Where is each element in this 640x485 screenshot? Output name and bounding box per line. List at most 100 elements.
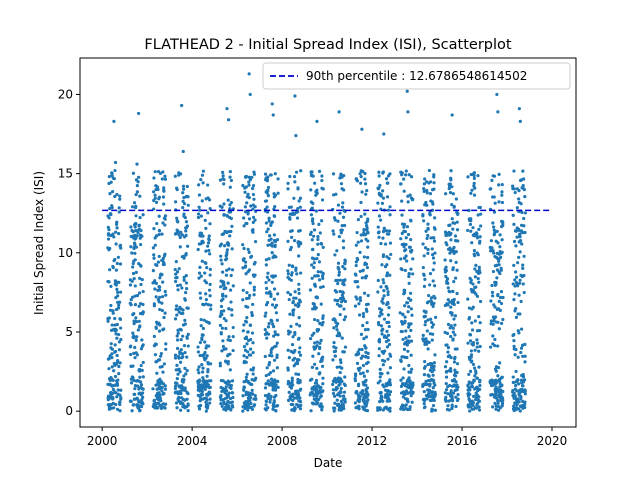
data-point [403, 268, 407, 273]
data-point [271, 255, 275, 260]
data-point [273, 386, 278, 390]
data-point [136, 328, 140, 332]
data-point [336, 265, 340, 270]
data-point [199, 324, 203, 328]
data-point [219, 258, 223, 262]
data-point [423, 177, 427, 181]
data-point [388, 213, 392, 217]
data-point [310, 263, 314, 267]
data-point [385, 396, 389, 400]
data-point [182, 254, 186, 258]
data-point [174, 368, 178, 372]
data-point [275, 379, 280, 383]
data-point [109, 303, 113, 308]
data-point [176, 284, 180, 288]
data-point [112, 369, 116, 373]
data-point [229, 273, 233, 278]
data-point [198, 265, 202, 269]
data-point [337, 270, 341, 274]
data-point [298, 205, 302, 209]
data-point [429, 296, 434, 300]
data-point [106, 233, 111, 237]
data-point [343, 267, 347, 271]
data-point [406, 400, 410, 404]
data-point [265, 331, 269, 335]
data-point [226, 241, 230, 245]
data-point [270, 220, 274, 224]
data-point [242, 354, 246, 358]
data-point [115, 395, 119, 399]
data-point [115, 261, 119, 266]
data-point [135, 184, 139, 188]
data-point [516, 312, 520, 316]
data-point [475, 345, 479, 349]
data-point [115, 226, 119, 230]
data-point [364, 221, 368, 225]
data-point [312, 257, 316, 261]
data-point [380, 329, 384, 333]
data-point [181, 405, 185, 409]
data-point [478, 383, 482, 388]
data-point [472, 252, 476, 256]
data-point [451, 338, 455, 342]
data-point [111, 264, 115, 269]
data-point [493, 264, 497, 268]
data-point [478, 321, 482, 325]
data-point [221, 292, 225, 296]
data-point [520, 230, 524, 234]
data-point [516, 261, 520, 265]
data-point [365, 409, 370, 413]
data-point [511, 184, 515, 188]
data-point [107, 367, 111, 371]
data-point [429, 299, 433, 304]
data-point [336, 203, 341, 207]
data-point [364, 383, 368, 387]
data-point [474, 231, 479, 235]
data-point [247, 180, 251, 184]
data-point [451, 267, 455, 272]
data-point [315, 119, 319, 123]
data-point [379, 324, 384, 328]
data-point [409, 175, 414, 179]
data-point [179, 408, 183, 412]
data-point [153, 243, 157, 247]
data-point [466, 404, 470, 408]
data-point [275, 341, 279, 345]
data-point [203, 261, 207, 265]
data-point [177, 396, 181, 400]
data-point [134, 178, 139, 182]
data-point [176, 288, 180, 292]
data-point [360, 347, 364, 352]
data-point [448, 311, 453, 315]
data-point [246, 330, 250, 334]
data-point [521, 343, 525, 347]
data-point [225, 268, 229, 272]
data-point [164, 347, 168, 351]
data-point [378, 314, 382, 318]
data-point [364, 303, 369, 307]
data-point [411, 272, 415, 276]
data-point [247, 394, 251, 398]
data-point [296, 240, 300, 244]
data-point [109, 233, 113, 238]
data-point [361, 371, 365, 375]
data-point [175, 219, 179, 223]
data-point [107, 356, 112, 360]
data-point [310, 377, 314, 381]
data-point [290, 376, 294, 380]
data-point [206, 303, 211, 307]
data-point [174, 381, 178, 385]
data-point [427, 374, 431, 378]
data-point [515, 206, 519, 210]
data-point [114, 328, 118, 332]
x-axis-label: Date [314, 456, 343, 470]
data-point [252, 397, 256, 401]
data-point [469, 191, 473, 195]
data-point [251, 184, 256, 188]
data-point [133, 319, 138, 323]
data-point [401, 313, 405, 317]
data-point [518, 281, 522, 285]
data-point [387, 380, 391, 384]
data-point [272, 233, 277, 237]
data-point [152, 253, 156, 257]
